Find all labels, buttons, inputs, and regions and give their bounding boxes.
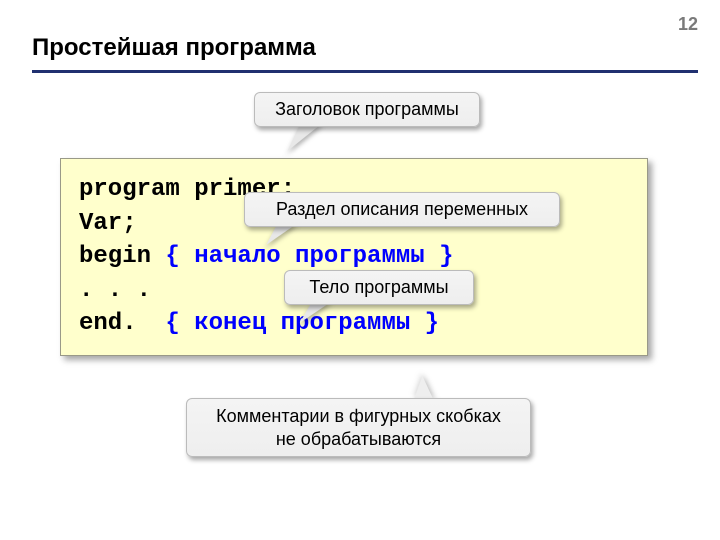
code-comment: { начало программы } [165,243,453,270]
code-line-3: begin { начало программы } [79,240,629,274]
title-underline [32,70,698,73]
callout-var-section: Раздел описания переменных [244,192,560,227]
code-line-5: end. { конец программы } [79,307,629,341]
callout-line: не обрабатываются [203,428,514,451]
code-text: end. [79,310,165,337]
code-box: program primer; Var; begin { начало прог… [60,158,648,356]
callout-tail [287,123,322,151]
page-number: 12 [678,14,698,35]
callout-tail [402,376,433,400]
callout-program-body: Тело программы [284,270,474,305]
callout-program-header: Заголовок программы [254,92,480,127]
code-text: Var; [79,210,137,237]
code-text: . . . [79,277,151,304]
slide-title: Простейшая программа [32,34,316,62]
code-comment: { конец программы } [165,310,439,337]
callout-line: Комментарии в фигурных скобках [203,405,514,428]
code-text: begin [79,243,165,270]
callout-comments: Комментарии в фигурных скобках не обраба… [186,398,531,457]
